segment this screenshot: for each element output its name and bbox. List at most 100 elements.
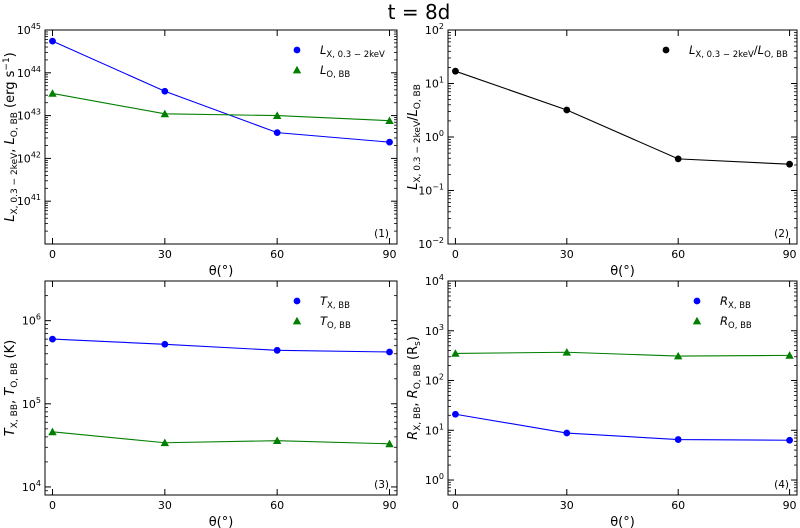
data-point: [48, 427, 57, 436]
x-tick-label: 0: [452, 499, 459, 512]
legend-entry: RX, BB​: [720, 294, 751, 311]
series-line-1: [52, 40, 390, 143]
y-tick-label: 106: [22, 313, 41, 328]
y-tick-label: 100: [425, 129, 444, 144]
y-tick-label: 101: [425, 422, 444, 437]
panel-tag: (4): [774, 479, 789, 491]
y-tick-label: 10−1: [418, 183, 444, 198]
data-point: [452, 67, 459, 75]
panel-3: 104 105 106 0 30 60 90 θ(°) TX, BB, TO, BB (K) (3…: [3, 280, 398, 528]
x-tick-label: 60: [270, 499, 284, 512]
data-point: [272, 436, 282, 445]
x-tick-label: 90: [383, 499, 397, 512]
legend-marker: [292, 316, 302, 325]
data-point: [786, 436, 793, 444]
y-tick-label: 104: [425, 273, 444, 288]
data-point: [786, 160, 793, 168]
x-tick-label: 30: [560, 248, 574, 261]
x-axis-label: θ(°): [610, 515, 635, 528]
data-point: [48, 89, 57, 97]
legend-entry: LX, 0.3 − 2keV​/LO, BB​: [689, 43, 788, 60]
y-tick-label: 100: [425, 472, 444, 487]
y-tick-label: 1044: [17, 65, 41, 80]
y-tick-label: 1042: [17, 150, 41, 165]
data-point: [273, 346, 281, 354]
series-line-2: [52, 92, 390, 122]
data-point: [160, 438, 170, 447]
data-point: [161, 87, 169, 95]
series-line-1: [52, 338, 390, 353]
series-line-1: [455, 413, 790, 441]
x-axis-label: θ(°): [209, 264, 234, 279]
series-line-1: [455, 70, 790, 165]
data-point: [562, 348, 572, 356]
y-tick-label: 101: [425, 76, 444, 91]
data-point: [674, 155, 682, 163]
series-line-2: [52, 431, 390, 445]
data-point: [49, 37, 56, 45]
panel-2: 10−2 10−1 100 101 102 0 30 60 90 θ(°) LX, 0.3 − 2k…: [406, 22, 798, 279]
y-tick-label: 104: [22, 479, 41, 494]
x-tick-label: 0: [49, 499, 56, 512]
legend-entry: RO, BB​: [720, 314, 752, 331]
legend-entry: TO, BB​: [320, 314, 351, 331]
x-tick-label: 60: [671, 248, 685, 261]
legend-marker: [662, 46, 670, 54]
series-line-2: [455, 351, 790, 357]
figure-title: t = 8d: [388, 0, 451, 24]
data-point: [673, 351, 683, 360]
data-point: [49, 335, 56, 343]
x-tick-label: 30: [560, 499, 574, 512]
plot-frame: [44, 29, 398, 245]
x-tick-label: 0: [49, 248, 56, 261]
x-tick-label: 90: [783, 499, 797, 512]
legend-entry: TX, BB​: [320, 294, 350, 311]
data-point: [451, 349, 460, 357]
data-point: [452, 410, 459, 418]
data-point: [386, 348, 393, 356]
data-point: [386, 138, 393, 146]
data-point: [161, 340, 169, 348]
data-point: [785, 351, 794, 359]
y-tick-label: 105: [22, 396, 41, 411]
y-axis-label: LX, 0.3 − 2keV/LO, BB: [406, 84, 423, 190]
x-axis-label: θ(°): [209, 515, 234, 528]
data-point: [272, 111, 282, 119]
y-axis-label: RX, BB, RO, BB (Rs): [406, 336, 423, 440]
data-point: [563, 106, 571, 114]
legend-marker: [292, 65, 302, 74]
x-tick-label: 30: [158, 499, 172, 512]
x-axis-label: θ(°): [610, 264, 635, 279]
plot-frame: [447, 29, 798, 245]
legend-entry: LX, 0.3 − 2keV​: [320, 43, 385, 60]
x-tick-label: 60: [270, 248, 284, 261]
legend-entry: LO, BB​: [320, 63, 350, 80]
data-point: [385, 439, 394, 448]
y-axis-label: TX, BB, TO, BB (K): [3, 340, 20, 436]
data-point: [385, 116, 394, 125]
x-tick-label: 0: [452, 248, 459, 261]
panel-tag: (3): [374, 479, 389, 491]
panel-tag: (2): [774, 228, 789, 240]
y-tick-label: 102: [425, 22, 444, 37]
legend-marker: [293, 297, 301, 305]
panel-tag: (1): [374, 228, 389, 240]
y-tick-label: 1045: [17, 22, 41, 37]
data-point: [160, 109, 170, 118]
y-tick-label: 1041: [17, 193, 41, 208]
x-tick-label: 90: [783, 248, 797, 261]
data-point: [273, 129, 281, 137]
y-tick-label: 103: [425, 323, 444, 338]
data-point: [674, 436, 682, 443]
y-tick-label: 102: [425, 373, 444, 388]
x-tick-label: 60: [671, 499, 685, 512]
plot-frame: [447, 280, 798, 496]
x-tick-label: 90: [383, 248, 397, 261]
panel-1: 1041 1042 1043 1044 1045 0 30 60 90 θ(°) LX, 0.3 −…: [2, 22, 398, 279]
plot-frame: [44, 280, 398, 496]
legend-marker: [693, 297, 701, 305]
legend-marker: [692, 316, 702, 325]
legend-marker: [293, 46, 301, 54]
panel-4: 100 101 102 103 104 0 30 60 90 θ(°) RX, BB, RO, BB…: [406, 273, 798, 528]
